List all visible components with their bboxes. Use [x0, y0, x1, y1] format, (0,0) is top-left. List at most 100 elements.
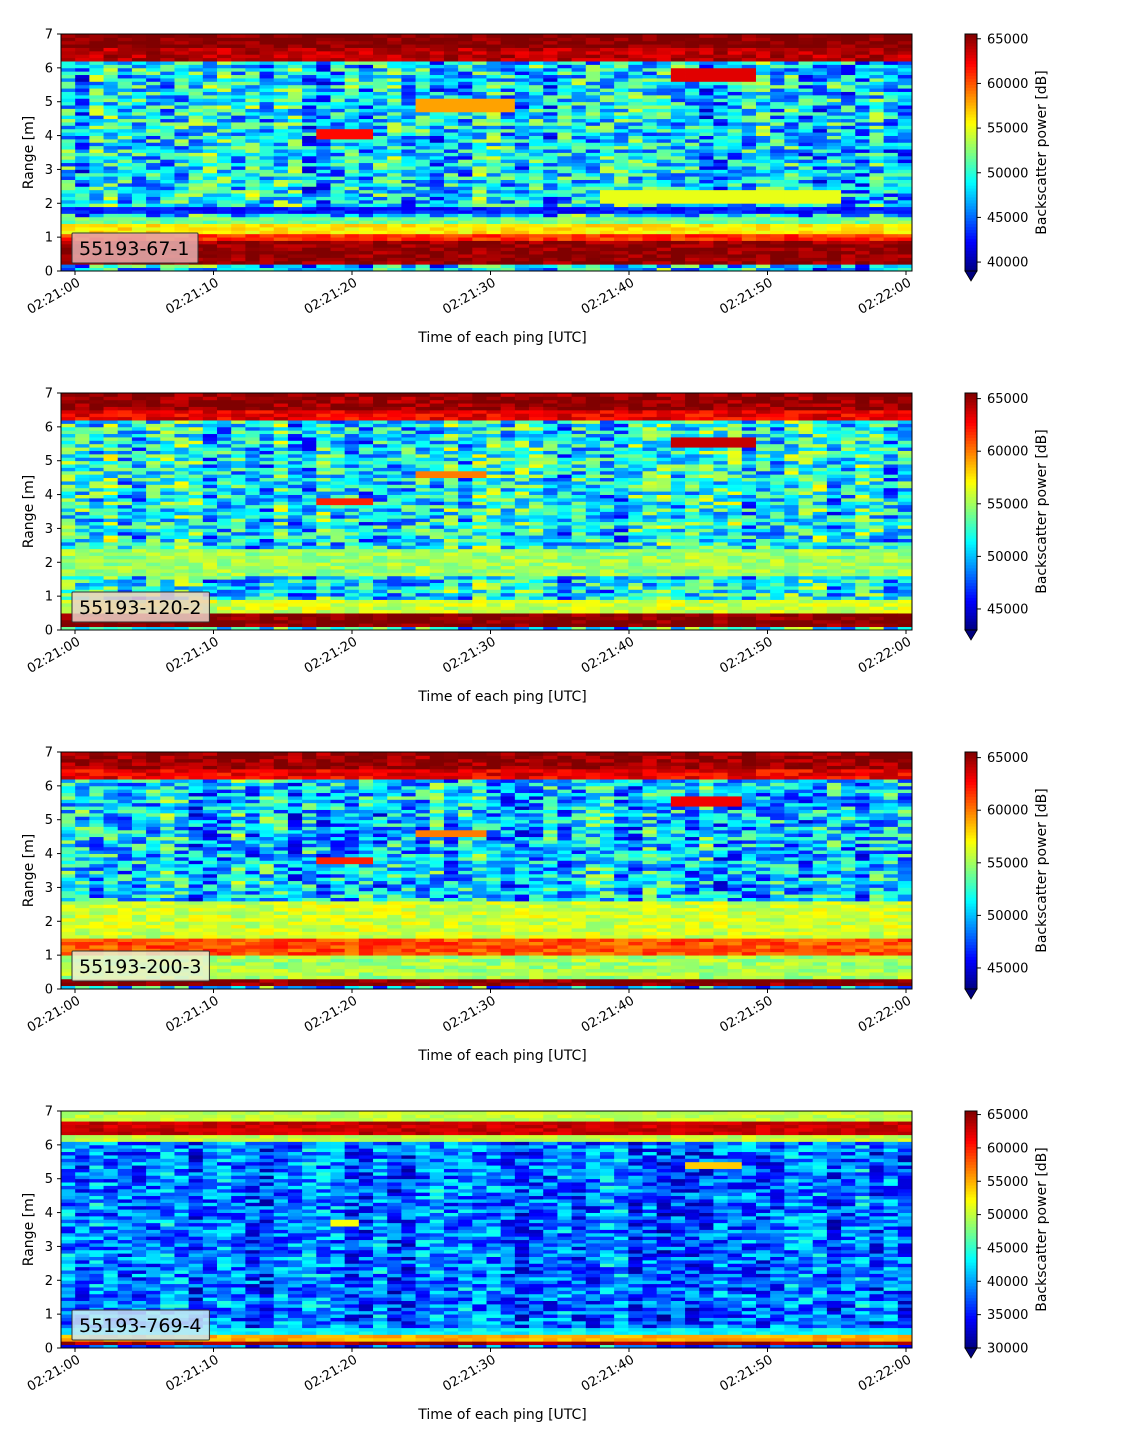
heatmap-cell [387, 193, 402, 197]
heatmap-cell [557, 163, 572, 167]
heatmap-cell [643, 71, 658, 75]
heatmap-cell [174, 78, 189, 82]
heatmap-cell [203, 81, 218, 85]
heatmap-cell [132, 88, 147, 92]
heatmap-cell [75, 417, 90, 421]
heatmap-cell [75, 227, 90, 231]
heatmap-cell [174, 48, 189, 52]
heatmap-cell [75, 471, 90, 475]
heatmap-cell [515, 95, 530, 99]
heatmap-cell [132, 535, 147, 539]
heatmap-cell [756, 112, 771, 116]
heatmap-cell [643, 129, 658, 133]
heatmap-cell [472, 173, 487, 177]
heatmap-cell [671, 78, 686, 82]
heatmap-cell [756, 244, 771, 248]
heatmap-cell [784, 169, 799, 173]
heatmap-cell [501, 51, 516, 55]
heatmap-cell [713, 193, 728, 197]
heatmap-cell [572, 213, 587, 217]
heatmap-cell [189, 51, 204, 55]
heatmap-cell [586, 129, 601, 133]
heatmap-cell [572, 139, 587, 143]
colorbar-segment [965, 155, 977, 158]
heatmap-cell [189, 220, 204, 224]
heatmap-cell [330, 224, 345, 228]
heatmap-cell [203, 68, 218, 72]
heatmap-cell [160, 549, 175, 553]
heatmap-cell [699, 207, 714, 211]
heatmap-cell [160, 48, 175, 52]
heatmap-cell [288, 61, 303, 65]
heatmap-cell [472, 153, 487, 157]
heatmap-cell [685, 112, 700, 116]
heatmap-cell [756, 119, 771, 123]
heatmap-cell [416, 51, 431, 55]
heatmap-cell [118, 447, 133, 451]
heatmap-cell [799, 264, 814, 268]
heatmap-cell [600, 98, 615, 102]
heatmap-cell [359, 88, 374, 92]
heatmap-cell [713, 217, 728, 221]
heatmap-cell [657, 257, 672, 261]
heatmap-cell [274, 71, 289, 75]
heatmap-cell [869, 61, 884, 65]
heatmap-cell [671, 207, 686, 211]
heatmap-cell [827, 257, 842, 261]
heatmap-cell [770, 227, 785, 231]
heatmap-cell [345, 217, 360, 221]
heatmap-cell [756, 136, 771, 140]
heatmap-cell [75, 98, 90, 102]
heatmap-cell [245, 193, 260, 197]
heatmap-cell [330, 44, 345, 48]
colorbar-segment [965, 185, 977, 188]
heatmap-cell [628, 153, 643, 157]
heatmap-cell [728, 75, 743, 79]
heatmap-cell [444, 102, 459, 106]
heatmap-cell [827, 207, 842, 211]
heatmap-cell [472, 61, 487, 65]
heatmap-cell [487, 115, 502, 119]
heatmap-cell [274, 169, 289, 173]
heatmap-cell [387, 257, 402, 261]
heatmap-cell [274, 213, 289, 217]
heatmap-cell [770, 163, 785, 167]
heatmap-cell [614, 197, 629, 201]
heatmap-cell [217, 176, 232, 180]
heatmap-cell [884, 156, 899, 160]
heatmap-cell [685, 149, 700, 153]
heatmap-cell [401, 207, 416, 211]
heatmap-cell [671, 92, 686, 96]
heatmap-cell [132, 559, 147, 563]
heatmap-cell [487, 119, 502, 123]
heatmap-cell [316, 54, 331, 58]
heatmap-cell [543, 102, 558, 106]
heatmap-cell [699, 51, 714, 55]
heatmap-cell [713, 61, 728, 65]
heatmap-cell [373, 61, 388, 65]
heatmap-cell [89, 417, 104, 421]
heatmap-cell [387, 71, 402, 75]
heatmap-cell [61, 549, 76, 553]
heatmap-cell [444, 81, 459, 85]
heatmap-cell [756, 142, 771, 146]
heatmap-cell [345, 251, 360, 255]
heatmap-cell [89, 149, 104, 153]
heatmap-cell [444, 200, 459, 204]
heatmap-cell [841, 224, 856, 228]
heatmap-cell [146, 495, 161, 499]
heatmap-cell [699, 146, 714, 150]
heatmap-cell [274, 129, 289, 133]
heatmap-cell [728, 159, 743, 163]
heatmap-cell [529, 78, 544, 82]
heatmap-cell [104, 44, 119, 48]
heatmap-cell [274, 81, 289, 85]
heatmap-cell [572, 186, 587, 190]
heatmap-cell [104, 207, 119, 211]
heatmap-cell [643, 58, 658, 62]
heatmap-cell [174, 153, 189, 157]
heatmap-cell [160, 437, 175, 441]
heatmap-cell [359, 153, 374, 157]
heatmap-cell [799, 153, 814, 157]
heatmap-cell [430, 112, 445, 116]
